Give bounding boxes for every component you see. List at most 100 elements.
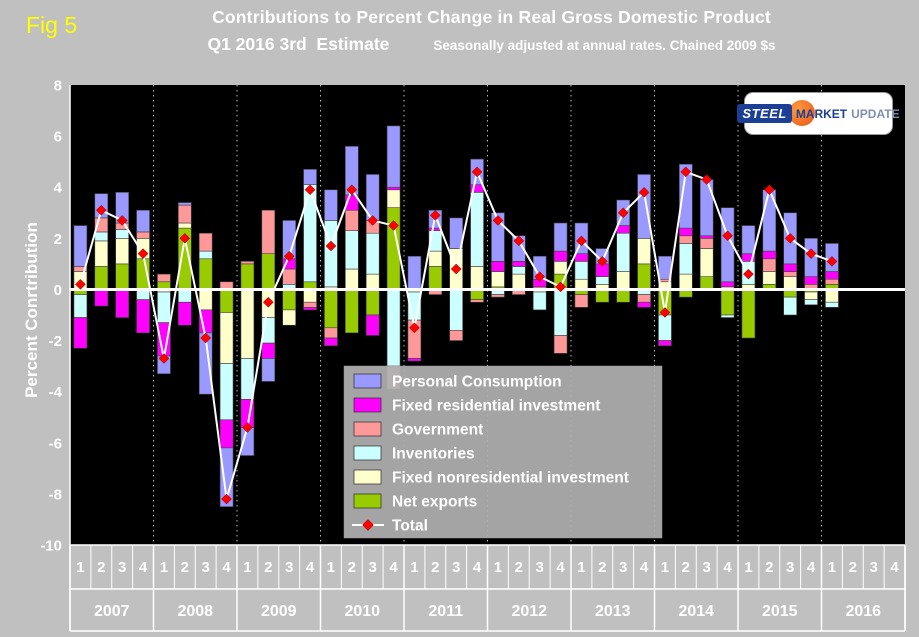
bar-segment-fixed-residential-investment [365,314,380,336]
total-diamond-marker [513,235,525,247]
logo-update-text: UPDATE [851,106,900,121]
bar-segment-fixed-residential-investment [115,289,129,318]
quarter-label: 2 [598,559,606,576]
bar-segment-fixed-nonresidential-investment [762,271,777,285]
legend-label-government: Government [392,422,483,439]
total-diamond-marker [638,186,650,198]
quarter-label: 2 [97,559,105,576]
bar-segment-fixed-nonresidential-investment [699,248,714,277]
bar-segment-inventories [825,301,839,308]
bar-segment-fixed-residential-investment [783,263,797,272]
bar-segment-inventories [94,231,109,242]
y-tick-label: -4 [49,384,63,401]
bar-segment-fixed-nonresidential-investment [115,238,129,265]
quarter-label: 2 [181,559,189,576]
total-diamond-marker [576,235,587,247]
legend-swatch-government [353,421,382,437]
bar-segment-fixed-residential-investment [136,299,150,334]
bar-segment-fixed-nonresidential-investment [783,276,797,290]
quarter-label: 4 [723,559,732,576]
quarter-label: 4 [807,559,816,576]
bar-segment-government [157,273,171,283]
bar-segment-personal-consumption [261,358,276,382]
bar-segment-fixed-residential-investment [637,301,651,308]
y-tick-label: 4 [54,180,63,197]
quarter-label: 2 [264,559,272,576]
quarter-label: 4 [222,559,231,576]
total-diamond-marker [242,422,253,433]
total-diamond-marker [346,184,358,196]
y-tick-label: 0 [54,282,62,299]
bar-segment-inventories [240,358,255,400]
y-tick-label: -8 [49,486,62,503]
year-label: 2012 [511,603,547,620]
year-label: 2010 [344,603,380,620]
bar-segment-fixed-nonresidential-investment [282,309,296,326]
legend-swatch-net-exports [353,493,382,509]
bar-segment-inventories [804,299,818,306]
bar-segment-fixed-nonresidential-investment [574,278,589,290]
bar-segment-fixed-residential-investment [762,250,777,260]
bar-segment-inventories [658,314,672,341]
total-diamond-marker [701,174,713,185]
quarter-label: 2 [849,559,857,576]
year-label: 2014 [678,603,714,620]
y-tick-label: -6 [49,435,62,452]
quarter-label: 3 [369,559,377,576]
smu-logo: STEEL MARKET UPDATE [737,93,900,134]
bar-segment-fixed-residential-investment [699,235,714,239]
bar-segment-personal-consumption [407,255,422,290]
legend-label-net-exports: Net exports [392,494,477,511]
bar-segment-fixed-nonresidential-investment [491,271,505,288]
bar-segment-net-exports [345,289,359,334]
bar-segment-inventories [178,289,192,303]
total-diamond-marker [429,209,441,221]
bar-segment-fixed-residential-investment [574,253,589,262]
legend-swatch-inventories [353,445,382,461]
quarter-label: 4 [890,559,899,576]
legend-label-fixed-nonresidential-investment: Fixed nonresidential investment [392,470,629,487]
bar-segment-fixed-nonresidential-investment [198,289,213,311]
quarter-label: 1 [577,559,585,576]
quarter-label: 1 [410,559,418,576]
quarter-label: 1 [661,559,669,576]
bar-segment-government [699,238,714,249]
bar-segment-personal-consumption [553,222,568,252]
bar-segment-inventories [198,250,213,260]
total-diamond-marker [325,240,337,252]
legend-total-marker [362,519,374,531]
bar-segment-fixed-nonresidential-investment [637,238,651,265]
bar-segment-net-exports [741,289,756,339]
bar-segment-government [261,209,276,254]
total-diamond-marker [763,184,775,196]
bar-segment-inventories [345,230,359,270]
total-diamond-marker [388,220,399,231]
bar-segment-net-exports [324,289,338,329]
bar-segment-net-exports [219,289,234,313]
quarter-label: 4 [473,559,482,576]
bar-segment-fixed-residential-investment [616,225,630,234]
total-diamond-marker [262,296,274,308]
bar-segment-fixed-nonresidential-investment [240,289,255,359]
bar-segment-inventories [115,229,129,239]
bar-segment-personal-consumption [699,179,714,237]
legend-swatch-personal-consumption [353,373,382,389]
quarter-label: 3 [703,559,711,576]
total-diamond-marker [367,215,379,226]
total-diamond-marker [158,353,170,364]
bar-segment-net-exports [261,253,276,290]
quarter-label: 2 [765,559,773,576]
quarter-label: 4 [556,559,565,576]
bar-segment-inventories [720,314,735,318]
quarter-label: 2 [348,559,356,576]
y-axis-title: Percent Conrtribution [22,222,41,398]
bar-segment-net-exports [115,263,129,290]
bar-segment-government [136,231,150,239]
total-diamond-marker [826,255,838,267]
bar-segment-fixed-residential-investment [324,337,338,346]
total-diamond-marker [534,271,546,283]
bar-segment-fixed-residential-investment [73,317,88,349]
bar-segment-net-exports [365,289,380,316]
quarter-label: 3 [285,559,293,576]
